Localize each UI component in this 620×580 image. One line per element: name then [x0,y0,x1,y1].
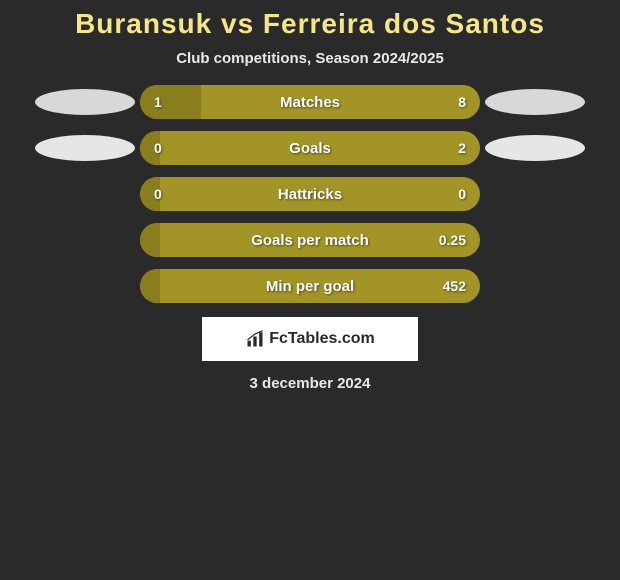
stat-label: Goals per match [140,232,480,249]
value-right: 0 [458,186,466,202]
subtitle: Club competitions, Season 2024/2025 [0,50,620,67]
stat-bar: 0Hattricks0 [140,177,480,211]
stat-row: 0Hattricks0 [0,177,620,211]
right-oval [485,89,585,115]
left-oval [35,89,135,115]
stat-bar: Min per goal452 [140,269,480,303]
stat-label: Matches [140,94,480,111]
stat-bar: Goals per match0.25 [140,223,480,257]
stat-row: Min per goal452 [0,269,620,303]
stat-bar: 1Matches8 [140,85,480,119]
stat-label: Goals [140,140,480,157]
page-title: Buransuk vs Ferreira dos Santos [0,8,620,40]
stat-row: 0Goals2 [0,131,620,165]
stat-label: Min per goal [140,278,480,295]
value-right: 8 [458,94,466,110]
left-side [30,89,140,115]
value-right: 2 [458,140,466,156]
right-side [480,135,590,161]
right-side [480,89,590,115]
left-oval [35,135,135,161]
logo: FcTables.com [245,329,375,349]
right-oval [485,135,585,161]
value-right: 452 [443,278,466,294]
date: 3 december 2024 [0,375,620,392]
stat-row: 1Matches8 [0,85,620,119]
comparison-container: Buransuk vs Ferreira dos Santos Club com… [0,0,620,392]
logo-text: FcTables.com [269,330,375,348]
stat-bar: 0Goals2 [140,131,480,165]
value-right: 0.25 [439,232,466,248]
stats-rows: 1Matches80Goals20Hattricks0Goals per mat… [0,85,620,303]
chart-icon [245,329,265,349]
stat-label: Hattricks [140,186,480,203]
logo-box: FcTables.com [202,317,418,361]
left-side [30,135,140,161]
stat-row: Goals per match0.25 [0,223,620,257]
